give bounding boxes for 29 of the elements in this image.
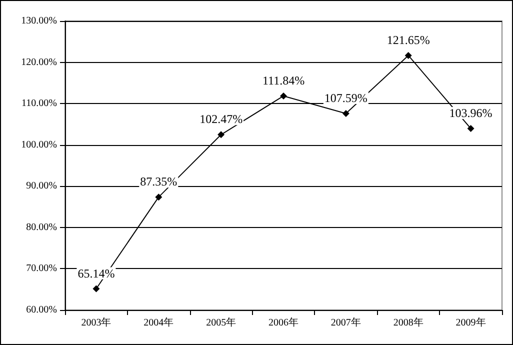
y-tick-label: 90.00%	[26, 180, 57, 192]
x-tick-label: 2003年	[81, 316, 112, 328]
data-label: 87.35%	[140, 174, 178, 189]
x-tick-label: 2005年	[206, 316, 236, 328]
x-tick-label: 2006年	[268, 316, 298, 328]
y-tick-label: 100.00%	[21, 139, 57, 150]
x-tick-label: 2008年	[393, 316, 424, 328]
point	[155, 194, 162, 201]
x-tick-label: 2009年	[456, 316, 486, 328]
point	[342, 110, 350, 118]
data-label: 121.65%	[386, 32, 430, 47]
y-tick-label: 110.00%	[22, 98, 57, 110]
point	[467, 125, 474, 132]
data-label: 107.59%	[324, 91, 368, 106]
y-tick-label: 130.00%	[21, 16, 57, 26]
x-tick-label: 2004年	[144, 316, 174, 328]
x-tick-label: 2007年	[330, 316, 361, 328]
data-label: 111.84%	[262, 73, 305, 88]
point	[404, 52, 412, 59]
y-tick-label: 80.00%	[26, 222, 57, 233]
point	[218, 131, 225, 138]
y-tick-label: 60.00%	[26, 304, 57, 316]
point	[280, 92, 287, 100]
data-label: 65.14%	[78, 266, 115, 280]
data-label: 102.47%	[200, 112, 243, 126]
y-tick-label: 120.00%	[21, 56, 57, 68]
y-tick-label: 70.00%	[26, 263, 57, 274]
data-label: 103.96%	[449, 106, 492, 120]
point	[92, 285, 100, 292]
